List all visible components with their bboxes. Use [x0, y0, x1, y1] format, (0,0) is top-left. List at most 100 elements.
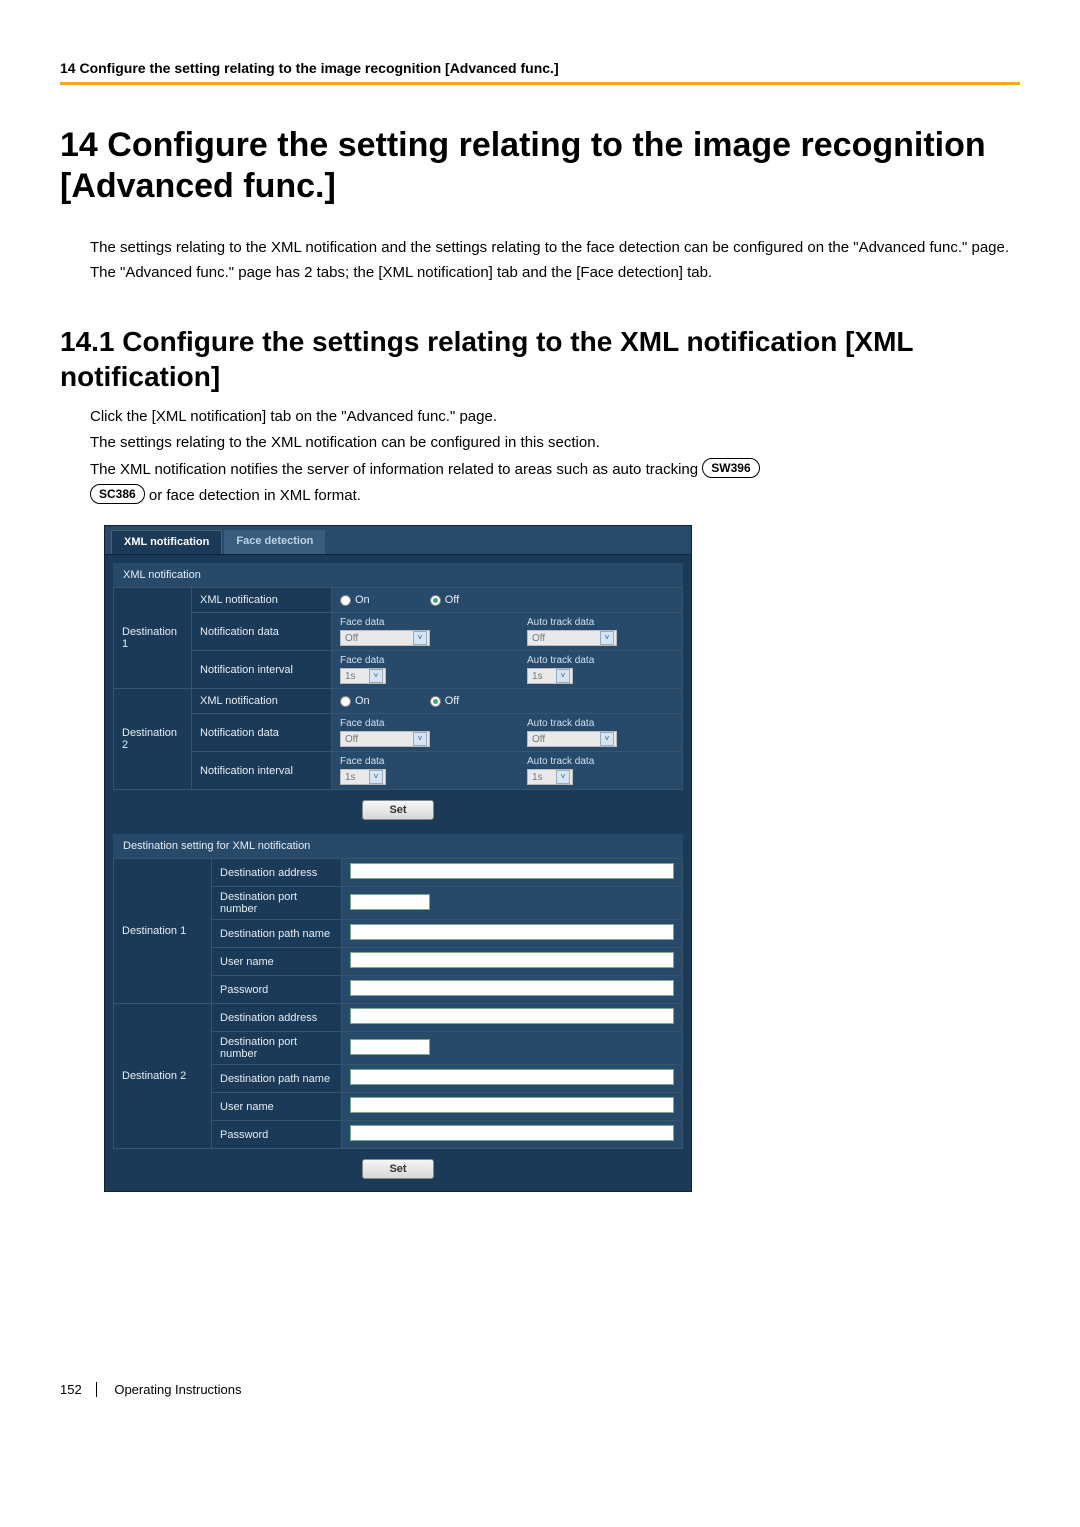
- table-row: Destination 2 XML notification On Off: [114, 689, 683, 714]
- dest1-data-cell: Face data Off˅ Auto track data Off˅: [332, 613, 683, 651]
- dest1-port-input[interactable]: [350, 894, 430, 910]
- face-data-label: Face data: [340, 756, 487, 767]
- dest1-path-input[interactable]: [350, 924, 674, 940]
- chevron-down-icon: ˅: [369, 669, 383, 683]
- chevron-down-icon: ˅: [600, 732, 614, 746]
- dest2-face-data-select[interactable]: Off˅: [340, 731, 430, 747]
- doc-title: Operating Instructions: [114, 1382, 241, 1397]
- destination-table: Destination 1 Destination address Destin…: [113, 858, 683, 1149]
- dest2-path-input[interactable]: [350, 1069, 674, 1085]
- tab-bar: XML notification Face detection: [105, 526, 691, 555]
- page: 14 Configure the setting relating to the…: [0, 0, 1080, 1437]
- section-destination-title: Destination setting for XML notification: [113, 834, 683, 858]
- dest2-data-cell: Face data Off˅ Auto track data Off˅: [332, 714, 683, 752]
- table-row: Destination 1 Destination address: [114, 859, 683, 887]
- row-label-notification-data: Notification data: [192, 613, 332, 651]
- chevron-down-icon: ˅: [413, 732, 427, 746]
- chevron-down-icon: ˅: [600, 631, 614, 645]
- row-label-notification-interval: Notification interval: [192, 651, 332, 689]
- section-heading: 14.1 Configure the settings relating to …: [60, 324, 1020, 394]
- dest1-face-interval-select[interactable]: 1s˅: [340, 668, 386, 684]
- dest1-xml-radio-cell: On Off: [332, 588, 683, 613]
- table-row: Notification data Face data Off˅ Auto tr…: [114, 714, 683, 752]
- set-button-1[interactable]: Set: [362, 800, 434, 820]
- dest1-interval-cell: Face data 1s˅ Auto track data 1s˅: [332, 651, 683, 689]
- page-footer: 152 Operating Instructions: [60, 1372, 1020, 1397]
- radio-off[interactable]: Off: [430, 695, 459, 707]
- dest2-user-input[interactable]: [350, 1097, 674, 1113]
- sub-paragraph-1: Click the [XML notification] tab on the …: [90, 406, 1020, 428]
- dest1-password-input[interactable]: [350, 980, 674, 996]
- row-label-notification-data: Notification data: [192, 714, 332, 752]
- sub-paragraph-2: The settings relating to the XML notific…: [90, 432, 1020, 454]
- dest2-interval-cell: Face data 1s˅ Auto track data 1s˅: [332, 752, 683, 790]
- chevron-down-icon: ˅: [369, 770, 383, 784]
- intro-paragraph-2: The "Advanced func." page has 2 tabs; th…: [90, 262, 1020, 284]
- field-label-password: Password: [212, 976, 342, 1004]
- table-row: Notification interval Face data 1s˅ Auto…: [114, 651, 683, 689]
- dest1-label: Destination 1: [114, 859, 212, 1004]
- auto-track-label: Auto track data: [527, 617, 674, 628]
- sub-paragraph-3: The XML notification notifies the server…: [90, 458, 1020, 481]
- field-label-password: Password: [212, 1121, 342, 1149]
- row-label-xml-notification: XML notification: [192, 588, 332, 613]
- dest2-face-interval-select[interactable]: 1s˅: [340, 769, 386, 785]
- dest2-auto-interval-select[interactable]: 1s˅: [527, 769, 573, 785]
- radio-on[interactable]: On: [340, 594, 370, 606]
- table-row: Destination 2 Destination address: [114, 1004, 683, 1032]
- dest2-address-input[interactable]: [350, 1008, 674, 1024]
- header-rule: [60, 82, 1020, 85]
- row-label-notification-interval: Notification interval: [192, 752, 332, 790]
- sub-paragraph-3-cont: SC386 or face detection in XML format.: [90, 484, 1020, 507]
- chevron-down-icon: ˅: [556, 669, 570, 683]
- face-data-label: Face data: [340, 718, 487, 729]
- dest1-face-data-select[interactable]: Off˅: [340, 630, 430, 646]
- dest2-xml-radio-cell: On Off: [332, 689, 683, 714]
- dest2-label: Destination 2: [114, 689, 192, 790]
- radio-icon: [430, 696, 441, 707]
- model-badge-sc386: SC386: [90, 484, 145, 504]
- radio-icon: [340, 595, 351, 606]
- radio-on[interactable]: On: [340, 695, 370, 707]
- dest2-auto-data-select[interactable]: Off˅: [527, 731, 617, 747]
- section-xml-notification-title: XML notification: [113, 563, 683, 587]
- running-header: 14 Configure the setting relating to the…: [60, 60, 1020, 76]
- auto-track-label: Auto track data: [527, 718, 674, 729]
- dest1-auto-interval-select[interactable]: 1s˅: [527, 668, 573, 684]
- dest1-auto-data-select[interactable]: Off˅: [527, 630, 617, 646]
- radio-icon: [340, 696, 351, 707]
- dest1-user-input[interactable]: [350, 952, 674, 968]
- face-data-label: Face data: [340, 617, 487, 628]
- ui-panel: XML notification Face detection XML noti…: [104, 525, 692, 1192]
- tab-face-detection[interactable]: Face detection: [224, 530, 325, 554]
- ui-screenshot: XML notification Face detection XML noti…: [104, 525, 692, 1192]
- chapter-heading: 14 Configure the setting relating to the…: [60, 125, 1020, 207]
- table-row: Notification data Face data Off˅ Auto tr…: [114, 613, 683, 651]
- field-label-user: User name: [212, 948, 342, 976]
- auto-track-label: Auto track data: [527, 655, 674, 666]
- field-label-address: Destination address: [212, 1004, 342, 1032]
- tab-xml-notification[interactable]: XML notification: [111, 530, 222, 554]
- radio-off[interactable]: Off: [430, 594, 459, 606]
- auto-track-label: Auto track data: [527, 756, 674, 767]
- table-row: Notification interval Face data 1s˅ Auto…: [114, 752, 683, 790]
- dest1-label: Destination 1: [114, 588, 192, 689]
- field-label-port: Destination port number: [212, 1032, 342, 1065]
- row-label-xml-notification: XML notification: [192, 689, 332, 714]
- field-label-address: Destination address: [212, 859, 342, 887]
- field-label-port: Destination port number: [212, 887, 342, 920]
- field-label-path: Destination path name: [212, 1065, 342, 1093]
- sub-paragraph-3b: or face detection in XML format.: [149, 487, 361, 504]
- sub-paragraph-3a: The XML notification notifies the server…: [90, 461, 702, 478]
- face-data-label: Face data: [340, 655, 487, 666]
- dest1-address-input[interactable]: [350, 863, 674, 879]
- intro-paragraph-1: The settings relating to the XML notific…: [90, 237, 1020, 259]
- table-row: Destination 1 XML notification On Off: [114, 588, 683, 613]
- dest2-label: Destination 2: [114, 1004, 212, 1149]
- chevron-down-icon: ˅: [556, 770, 570, 784]
- field-label-path: Destination path name: [212, 920, 342, 948]
- dest2-password-input[interactable]: [350, 1125, 674, 1141]
- dest2-port-input[interactable]: [350, 1039, 430, 1055]
- model-badge-sw396: SW396: [702, 458, 759, 478]
- set-button-2[interactable]: Set: [362, 1159, 434, 1179]
